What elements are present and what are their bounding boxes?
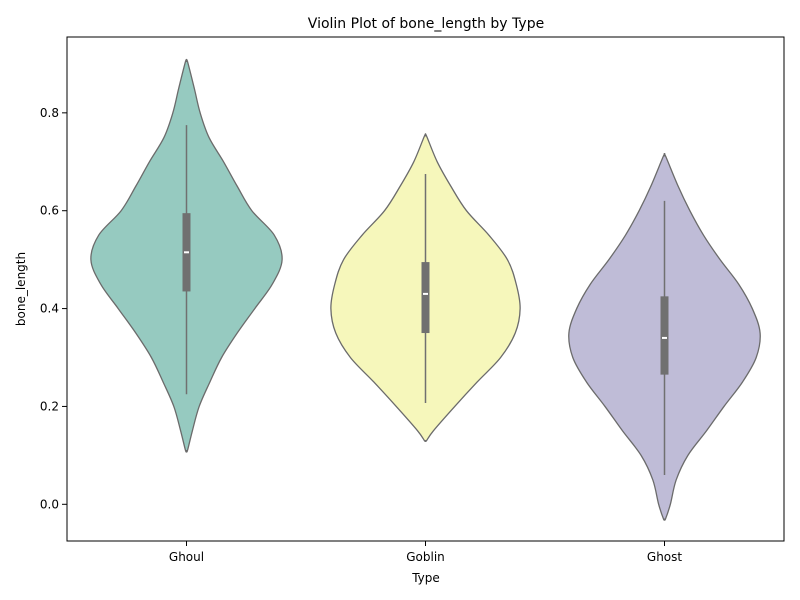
x-axis: Ghoul Goblin Ghost [169, 541, 682, 564]
x-tick-label-ghost: Ghost [647, 550, 682, 564]
x-axis-title: Type [411, 571, 440, 585]
y-tick-label: 0.8 [40, 106, 59, 120]
y-axis-title: bone_length [14, 252, 28, 326]
violin-ghost [568, 153, 761, 521]
iqr-box-ghost [660, 296, 669, 375]
y-tick-label: 0.4 [40, 302, 59, 316]
chart-title: Violin Plot of bone_length by Type [308, 16, 544, 32]
plot-area [90, 58, 761, 521]
x-tick-label-goblin: Goblin [406, 550, 445, 564]
y-tick-label: 0.0 [40, 497, 59, 511]
violin-ghoul [90, 58, 283, 453]
y-tick-label: 0.6 [40, 204, 59, 218]
y-tick-label: 0.2 [40, 399, 59, 413]
y-axis: 0.0 0.2 0.4 0.6 0.8 [40, 106, 67, 511]
x-tick-label-ghoul: Ghoul [169, 550, 204, 564]
iqr-box-goblin [421, 262, 430, 334]
violin-goblin [330, 133, 521, 443]
